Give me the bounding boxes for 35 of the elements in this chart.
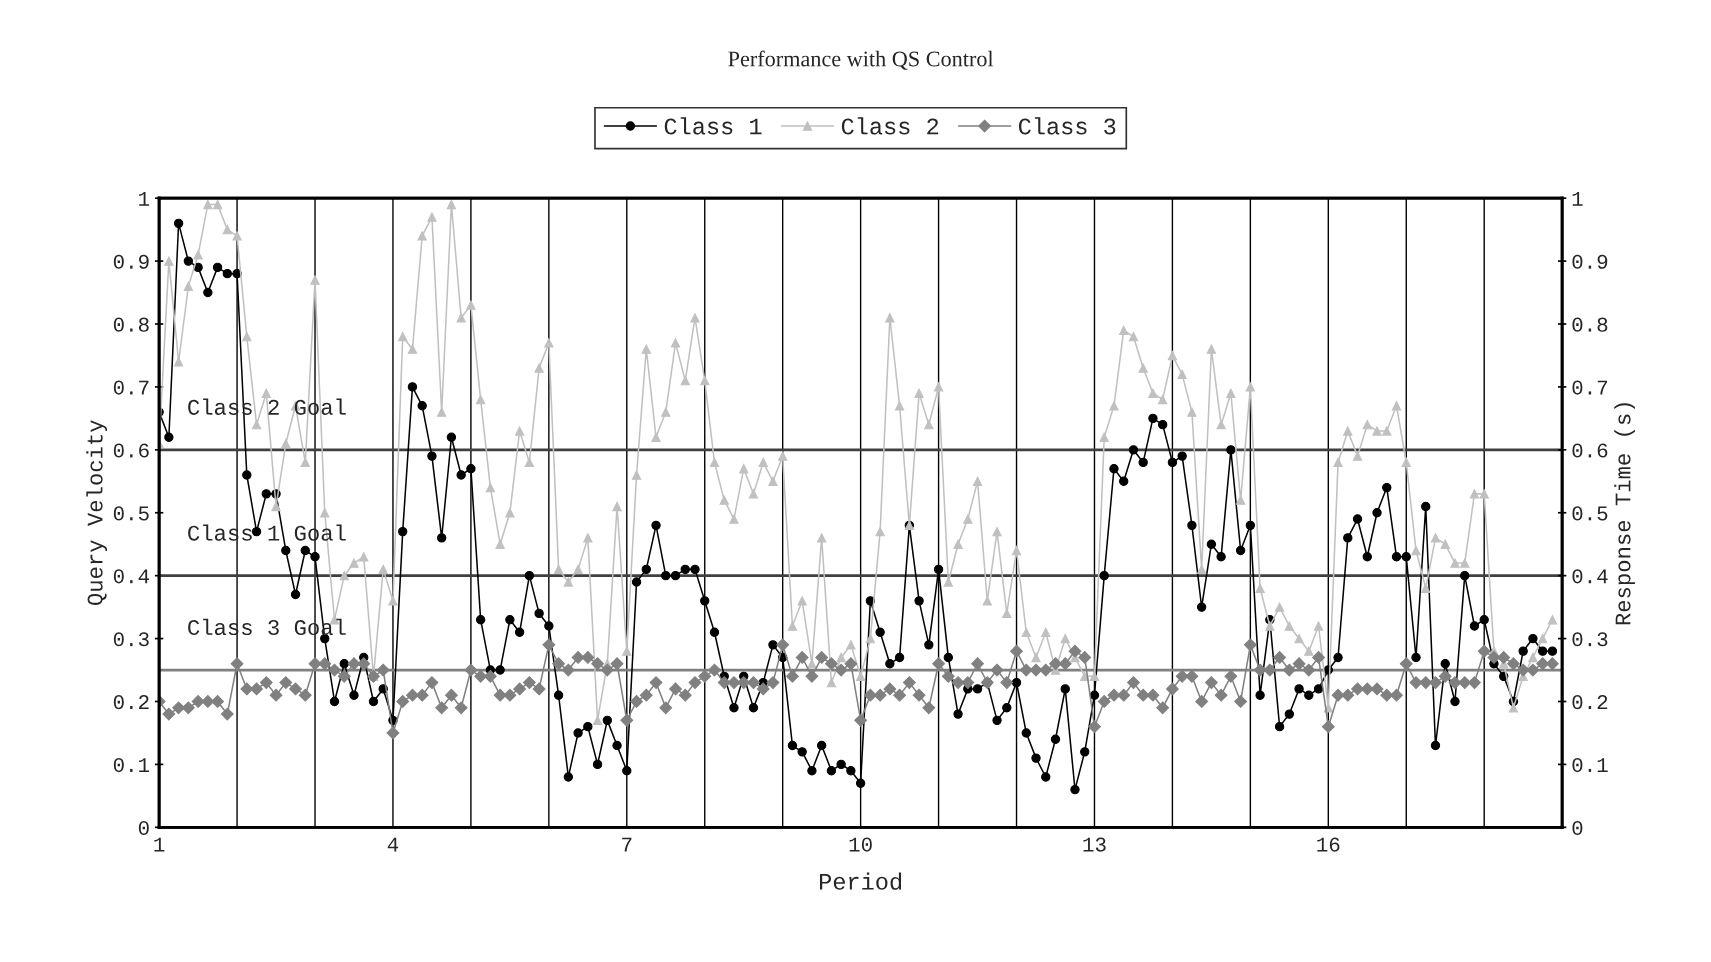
x-tick-label: 7	[622, 837, 632, 852]
y2-tick-label: 0.1	[1572, 758, 1608, 773]
y-tick-label: 0.7	[113, 380, 149, 395]
y-axis-title: Query Velocity	[86, 420, 108, 605]
y-tick-label: 0.9	[113, 254, 149, 269]
y2-tick-label: 0	[1572, 820, 1583, 836]
y-tick-label: 1	[139, 192, 150, 206]
y-tick-label: 0.8	[113, 317, 149, 332]
y-tick-label: 0.4	[113, 569, 150, 584]
y-tick-label: 0.3	[113, 632, 149, 647]
y-tick-label: 0	[138, 820, 149, 836]
y2-tick-label: 0.5	[1572, 506, 1608, 521]
x-axis-title: Period	[819, 872, 902, 890]
y2-tick-label: 0.4	[1572, 569, 1608, 584]
x-tick-label: 1	[154, 837, 165, 852]
y2-tick-label: 0.6	[1572, 443, 1608, 458]
y2-tick-label: 0.9	[1572, 254, 1608, 269]
y2-axis-title: Response Time (s)	[1614, 403, 1635, 625]
y2-tick-label: 0.8	[1572, 317, 1608, 332]
y-tick-label: 0.5	[113, 506, 149, 521]
y-tick-label: 0.6	[113, 443, 149, 458]
x-tick-label: 10	[849, 837, 872, 852]
x-tick-label: 4	[387, 837, 399, 852]
chart-title: Performance with QS Control	[728, 50, 994, 70]
y2-tick-label: 0.3	[1572, 632, 1608, 647]
y2-tick-label: 0.7	[1572, 380, 1608, 395]
y-tick-label: 0.1	[113, 758, 150, 773]
x-tick-label: 16	[1317, 837, 1340, 852]
y-tick-label: 0.2	[113, 695, 149, 710]
y2-tick-label: 1	[1572, 192, 1583, 206]
legend-label: Class 3	[1018, 117, 1116, 135]
x-tick-label: 13	[1083, 837, 1106, 852]
legend-label: Class 2	[841, 117, 939, 135]
legend-label: Class 1	[664, 117, 762, 135]
y2-tick-label: 0.2	[1572, 695, 1608, 710]
